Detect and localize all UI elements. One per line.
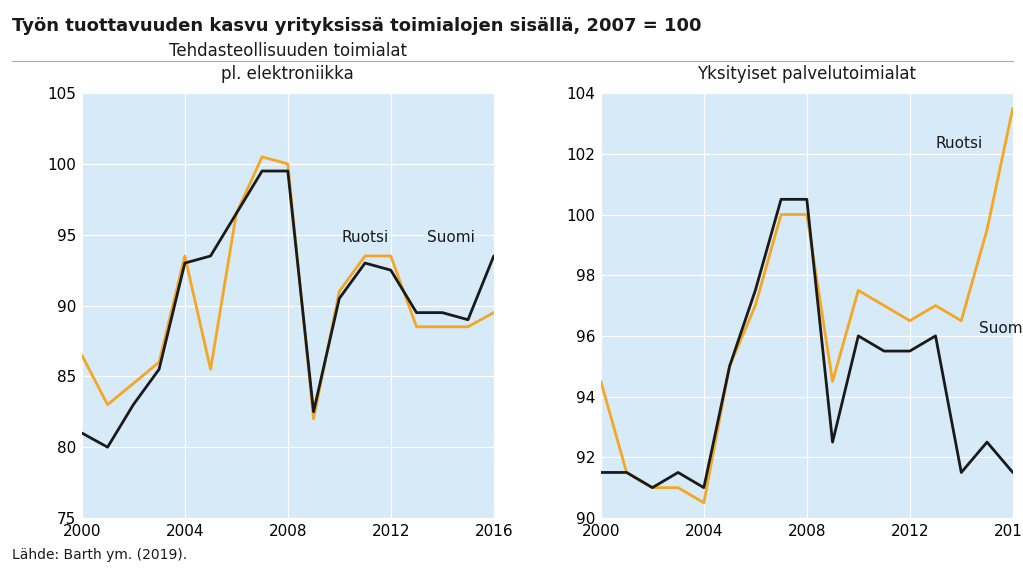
Title: Tehdasteollisuuden toimialat
pl. elektroniikka: Tehdasteollisuuden toimialat pl. elektro… — [169, 42, 407, 83]
Title: Yksityiset palvelutoimialat: Yksityiset palvelutoimialat — [698, 65, 917, 83]
Text: Lähde: Barth ym. (2019).: Lähde: Barth ym. (2019). — [12, 548, 187, 562]
Text: Ruotsi: Ruotsi — [342, 230, 389, 245]
Text: Työn tuottavuuden kasvu yrityksissä toimialojen sisällä, 2007 = 100: Työn tuottavuuden kasvu yrityksissä toim… — [12, 17, 702, 36]
Text: Ruotsi: Ruotsi — [936, 136, 983, 151]
Text: Suomi: Suomi — [427, 230, 475, 245]
Text: Suomi: Suomi — [979, 321, 1023, 336]
